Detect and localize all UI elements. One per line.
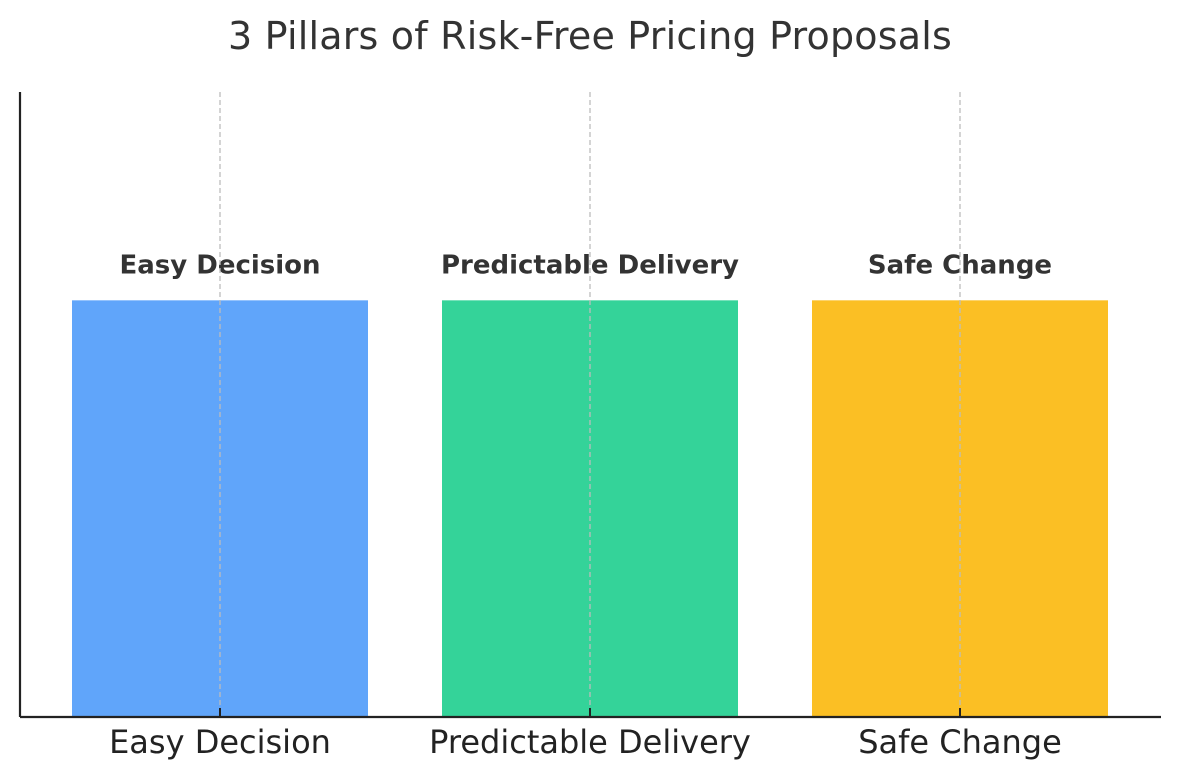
chart-title: 3 Pillars of Risk-Free Pricing Proposals bbox=[228, 14, 952, 58]
x-ticks: Easy Decision Predictable Delivery Safe Ch… bbox=[109, 708, 1062, 761]
x-tick-label-2: Predictable Delivery bbox=[429, 723, 751, 761]
grid-lines bbox=[219, 92, 961, 717]
x-tick-label-3: Safe Change bbox=[858, 723, 1062, 761]
x-tick-label-1: Easy Decision bbox=[109, 723, 331, 761]
bar-labels: Easy Decision Predictable Delivery Safe Ch… bbox=[119, 250, 1052, 280]
